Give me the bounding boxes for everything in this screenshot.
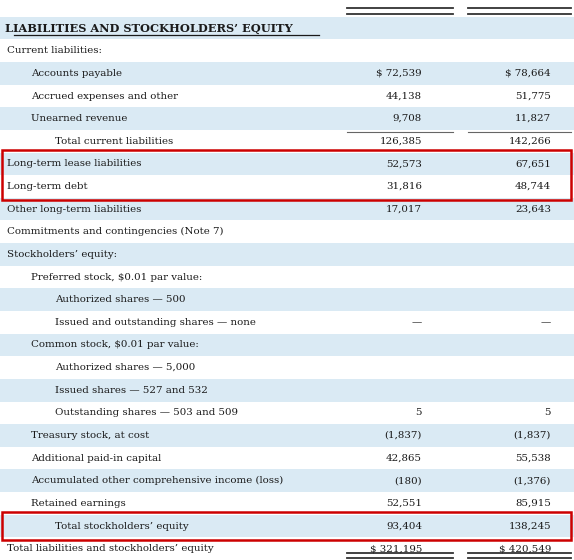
FancyBboxPatch shape [0,424,574,447]
Text: 52,573: 52,573 [386,160,422,169]
Text: Current liabilities:: Current liabilities: [7,46,102,55]
Text: 31,816: 31,816 [386,182,422,191]
Text: 44,138: 44,138 [386,91,422,100]
Text: 48,744: 48,744 [515,182,551,191]
FancyBboxPatch shape [0,538,574,560]
Text: Issued shares — 527 and 532: Issued shares — 527 and 532 [55,386,208,395]
Text: Outstanding shares — 503 and 509: Outstanding shares — 503 and 509 [55,408,238,417]
Text: Other long-term liabilities: Other long-term liabilities [7,205,141,214]
Text: Preferred stock, $0.01 par value:: Preferred stock, $0.01 par value: [31,273,203,282]
Text: Total liabilities and stockholders’ equity: Total liabilities and stockholders’ equi… [7,544,214,553]
Text: Additional paid-in capital: Additional paid-in capital [31,454,161,463]
Text: 11,827: 11,827 [515,114,551,123]
Text: 138,245: 138,245 [509,521,551,530]
Text: Treasury stock, at cost: Treasury stock, at cost [31,431,149,440]
Text: Common stock, $0.01 par value:: Common stock, $0.01 par value: [31,340,199,349]
FancyBboxPatch shape [0,379,574,402]
Text: (1,376): (1,376) [514,477,551,486]
FancyBboxPatch shape [0,198,574,221]
Text: (1,837): (1,837) [385,431,422,440]
FancyBboxPatch shape [0,311,574,334]
FancyBboxPatch shape [0,152,574,175]
Text: 85,915: 85,915 [515,499,551,508]
FancyBboxPatch shape [0,62,574,85]
Text: Issued and outstanding shares — none: Issued and outstanding shares — none [55,318,256,327]
Text: —: — [412,318,422,327]
Text: 5: 5 [545,408,551,417]
FancyBboxPatch shape [0,492,574,515]
Text: 52,551: 52,551 [386,499,422,508]
FancyBboxPatch shape [0,17,574,39]
Text: Unearned revenue: Unearned revenue [31,114,127,123]
FancyBboxPatch shape [0,130,574,152]
FancyBboxPatch shape [0,221,574,243]
Text: —: — [541,318,551,327]
FancyBboxPatch shape [0,39,574,62]
Text: 93,404: 93,404 [386,521,422,530]
Text: Retained earnings: Retained earnings [31,499,126,508]
Text: Accumulated other comprehensive income (loss): Accumulated other comprehensive income (… [31,476,283,486]
Text: Total current liabilities: Total current liabilities [55,137,173,146]
FancyBboxPatch shape [0,469,574,492]
FancyBboxPatch shape [0,85,574,108]
Text: 51,775: 51,775 [515,91,551,100]
Text: 67,651: 67,651 [515,160,551,169]
FancyBboxPatch shape [0,356,574,379]
Text: Commitments and contingencies (Note 7): Commitments and contingencies (Note 7) [7,227,223,236]
FancyBboxPatch shape [0,175,574,198]
Text: Authorized shares — 5,000: Authorized shares — 5,000 [55,363,195,372]
FancyBboxPatch shape [0,288,574,311]
Text: Authorized shares — 500: Authorized shares — 500 [55,295,185,304]
Text: 42,865: 42,865 [386,454,422,463]
Text: $ 321,195: $ 321,195 [370,544,422,553]
Text: 55,538: 55,538 [515,454,551,463]
Text: Long-term lease liabilities: Long-term lease liabilities [7,160,141,169]
Text: 142,266: 142,266 [509,137,551,146]
Text: Accrued expenses and other: Accrued expenses and other [31,91,178,100]
FancyBboxPatch shape [0,334,574,356]
FancyBboxPatch shape [0,515,574,538]
FancyBboxPatch shape [0,108,574,130]
Text: Total stockholders’ equity: Total stockholders’ equity [55,521,189,530]
FancyBboxPatch shape [0,266,574,288]
Text: 5: 5 [416,408,422,417]
Text: (180): (180) [394,477,422,486]
Text: 17,017: 17,017 [386,205,422,214]
Text: 126,385: 126,385 [379,137,422,146]
Text: $ 78,664: $ 78,664 [506,69,551,78]
Text: Accounts payable: Accounts payable [31,69,122,78]
Text: 9,708: 9,708 [393,114,422,123]
FancyBboxPatch shape [0,402,574,424]
Text: 23,643: 23,643 [515,205,551,214]
Text: $ 72,539: $ 72,539 [377,69,422,78]
Text: LIABILITIES AND STOCKHOLDERS’ EQUITY: LIABILITIES AND STOCKHOLDERS’ EQUITY [5,22,293,34]
FancyBboxPatch shape [0,243,574,266]
Text: (1,837): (1,837) [514,431,551,440]
FancyBboxPatch shape [0,447,574,469]
Text: Long-term debt: Long-term debt [7,182,87,191]
Text: $ 420,549: $ 420,549 [499,544,551,553]
Text: Stockholders’ equity:: Stockholders’ equity: [7,250,117,259]
